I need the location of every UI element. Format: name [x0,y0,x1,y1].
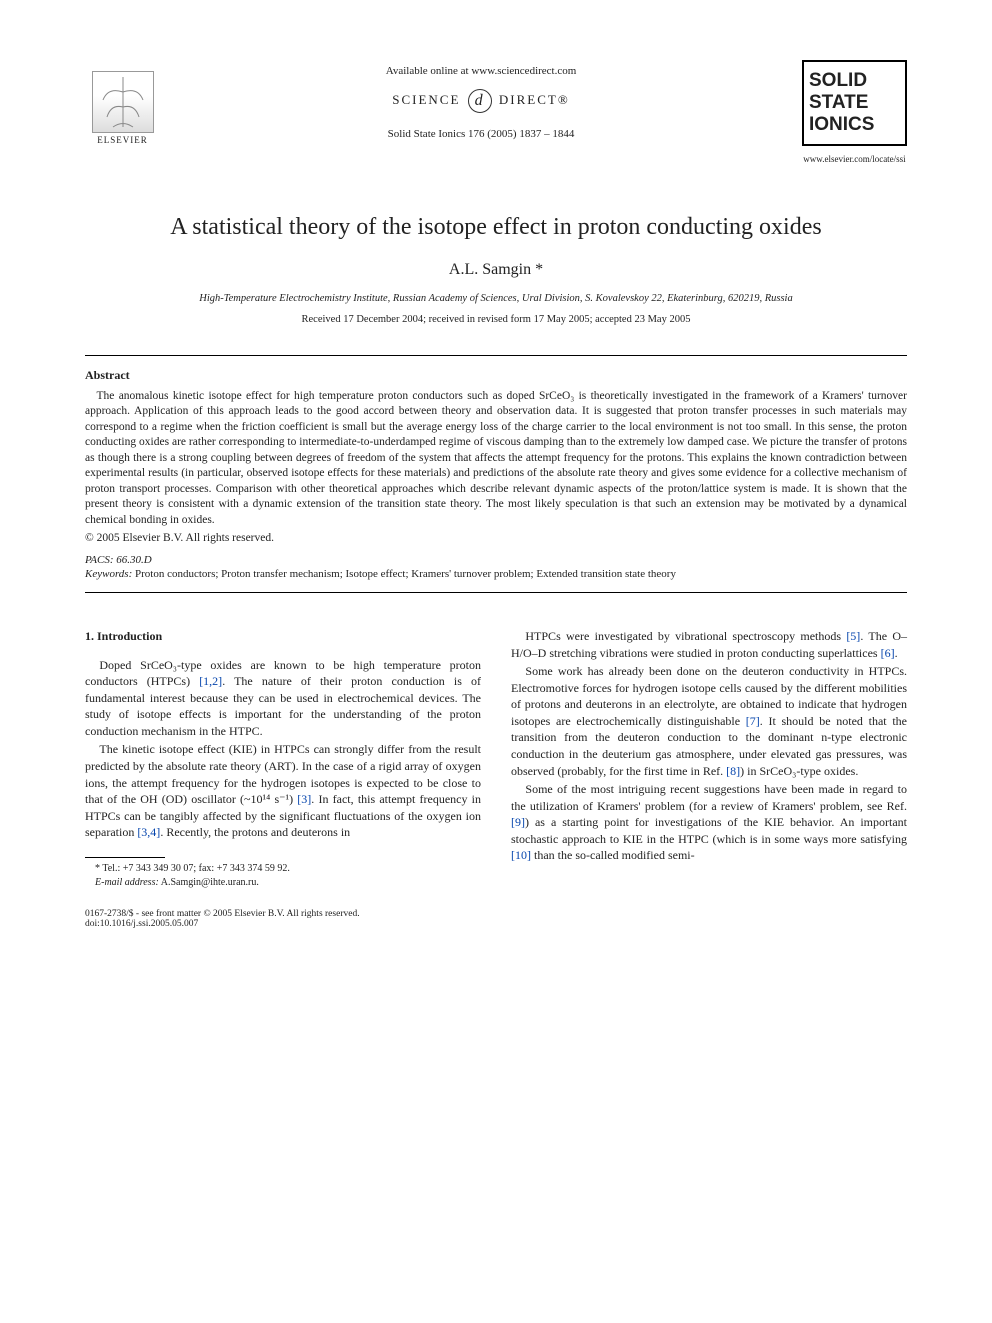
sd-right-text: DIRECT® [499,92,570,107]
right-column: HTPCs were investigated by vibrational s… [511,628,907,889]
footer-line-2: doi:10.1016/j.ssi.2005.05.007 [85,919,907,929]
citation-ref[interactable]: [7] [746,714,760,728]
citation-ref[interactable]: [3] [297,792,311,806]
header-center: Available online at www.sciencedirect.co… [160,60,802,140]
abstract-text: The anomalous kinetic isotope effect for… [85,389,907,529]
article-title: A statistical theory of the isotope effe… [85,214,907,241]
abstract-heading: Abstract [85,368,907,383]
keywords-value: Proton conductors; Proton transfer mecha… [135,568,676,580]
left-column: 1. Introduction Doped SrCeO₃-type oxides… [85,628,481,889]
publisher-logo: ELSEVIER [85,60,160,145]
affiliation: High-Temperature Electrochemistry Instit… [85,293,907,304]
body-columns: 1. Introduction Doped SrCeO₃-type oxides… [85,628,907,889]
citation-ref[interactable]: [1,2] [199,674,222,688]
right-para-3: Some of the most intriguing recent sugge… [511,781,907,864]
journal-title-frame: SOLID STATE IONICS [802,60,907,146]
citation-ref[interactable]: [9] [511,815,525,829]
right-para-2: Some work has already been done on the d… [511,663,907,779]
citation-ref[interactable]: [5] [846,629,860,643]
journal-line-3: IONICS [809,114,900,136]
citation-ref[interactable]: [3,4] [137,825,160,839]
rule-above-abstract [85,355,907,356]
footnote-email-value: A.Samgin@ihte.uran.ru. [161,877,259,888]
page-footer: 0167-2738/$ - see front matter © 2005 El… [85,909,907,929]
pacs-label: PACS: [85,554,114,566]
section-1-heading: 1. Introduction [85,628,481,645]
article-dates: Received 17 December 2004; received in r… [85,314,907,325]
citation-ref[interactable]: [8] [726,764,740,778]
left-para-2: The kinetic isotope effect (KIE) in HTPC… [85,741,481,840]
left-para-1: Doped SrCeO₃-type oxides are known to be… [85,657,481,740]
pacs-value: 66.30.D [116,554,151,566]
footnote-separator [85,857,165,858]
abstract-copyright: © 2005 Elsevier B.V. All rights reserved… [85,532,907,544]
author-name: A.L. Samgin * [85,261,907,279]
sd-d-icon: d [468,89,492,113]
citation-ref[interactable]: [6] [881,646,895,660]
citation-line: Solid State Ionics 176 (2005) 1837 – 184… [160,128,802,140]
footnote-email-label: E-mail address: [95,877,159,888]
rule-below-abstract [85,592,907,593]
sd-left-text: SCIENCE [392,92,460,107]
journal-line-1: SOLID [809,70,900,92]
right-para-1: HTPCs were investigated by vibrational s… [511,628,907,661]
footnote-tel: * Tel.: +7 343 349 30 07; fax: +7 343 37… [85,862,481,876]
journal-logo-box: SOLID STATE IONICS www.elsevier.com/loca… [802,60,907,164]
journal-url: www.elsevier.com/locate/ssi [802,154,907,164]
keywords-line: Keywords: Proton conductors; Proton tran… [85,568,907,580]
footnote-email: E-mail address: A.Samgin@ihte.uran.ru. [85,876,481,890]
footer-line-1: 0167-2738/$ - see front matter © 2005 El… [85,909,907,919]
sciencedirect-logo: SCIENCE d DIRECT® [160,89,802,113]
journal-line-2: STATE [809,92,900,114]
available-online-text: Available online at www.sciencedirect.co… [160,65,802,77]
pacs-line: PACS: 66.30.D [85,554,907,566]
page-header: ELSEVIER Available online at www.science… [85,60,907,164]
publisher-logo-text: ELSEVIER [97,135,148,145]
elsevier-tree-icon [92,71,154,133]
keywords-label: Keywords: [85,568,132,580]
citation-ref[interactable]: [10] [511,848,531,862]
